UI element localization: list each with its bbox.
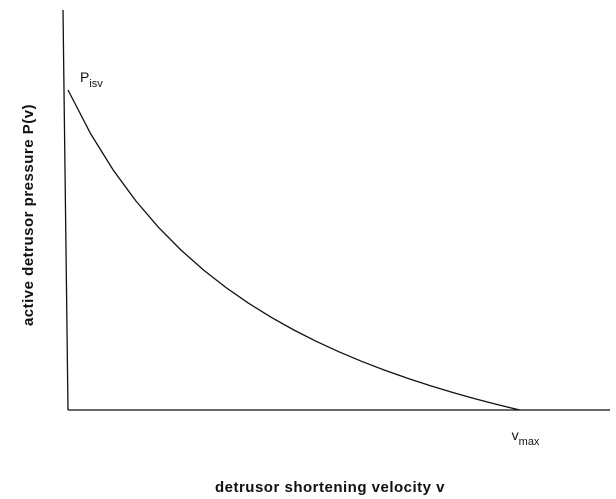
annotation: Pisv: [80, 69, 103, 90]
y-axis: [62, 9, 69, 411]
curve: [67, 89, 520, 411]
annotation-sub: max: [519, 436, 540, 448]
x-axis-label: detrusor shortening velocity v: [215, 479, 445, 496]
y-axis-label: active detrusor pressure P(v): [20, 104, 37, 326]
annotation: vmax: [512, 427, 540, 448]
annotation-base: v: [512, 427, 519, 443]
annotation-sub: isv: [89, 78, 103, 90]
annotation-base: P: [80, 69, 89, 85]
